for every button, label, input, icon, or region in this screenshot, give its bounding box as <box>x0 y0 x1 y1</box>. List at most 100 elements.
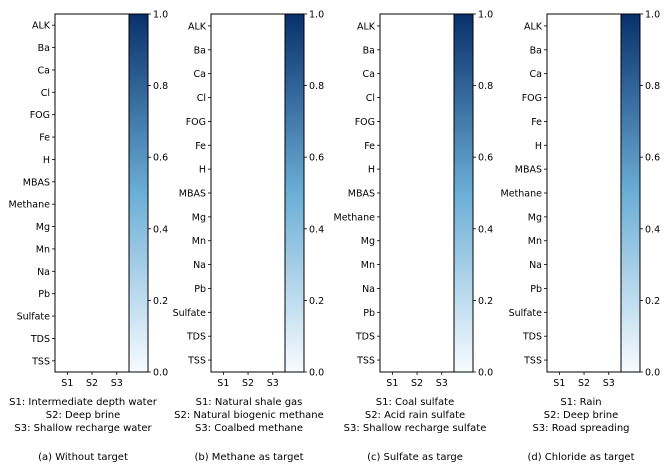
heatmap-d-row-label: ALK <box>524 21 543 32</box>
heatmap-a-row-label: H <box>43 155 50 166</box>
panel-b-legend-s2: S2: Natural biogenic methane <box>174 410 324 421</box>
heatmap-c-col-label: S1 <box>386 378 398 389</box>
heatmap-d-row-label: H <box>535 141 542 152</box>
heatmap-b-row-label: Sulfate <box>173 308 207 319</box>
colorbar-a-tick-label: 0.0 <box>153 368 168 379</box>
heatmap-d-row-label: MBAS <box>515 165 542 176</box>
heatmap-a-row-label: MBAS <box>23 177 50 188</box>
heatmap-d-row-label: Pb <box>530 284 542 295</box>
panel-c-legend: S1: Coal sulfate S2: Acid rain sulfate S… <box>332 396 498 435</box>
heatmap-a-row-label: FOG <box>30 110 50 121</box>
heatmap-a-row-label: Fe <box>39 133 50 144</box>
colorbar-d-tick-label: 0.4 <box>645 224 660 235</box>
heatmap-c-col-label: S3 <box>436 378 448 389</box>
panel-b-legend-s3: S3: Coalbed methane <box>194 423 304 434</box>
heatmap-b-col-label: S3 <box>267 378 279 389</box>
heatmap-a-col-label: S1 <box>61 378 73 389</box>
heatmap-c-row-label: Pb <box>363 308 375 319</box>
panel-d-legend: S1: Rain S2: Deep brine S3: Road spreadi… <box>498 396 664 435</box>
heatmap-d-col-label: S2 <box>578 378 590 389</box>
heatmap-b-row-label: Fe <box>195 141 206 152</box>
heatmap-a-row-label: Ba <box>38 43 50 54</box>
heatmap-d-row-label: Ca <box>530 69 542 80</box>
colorbar-a-tick-label: 0.2 <box>153 296 168 307</box>
heatmap-d-row-label: Mg <box>528 212 542 223</box>
heatmap-a-row-label: Ca <box>38 65 50 76</box>
heatmap-b-row-label: H <box>199 165 206 176</box>
panel-a-legend-s3: S3: Shallow recharge water <box>14 423 152 434</box>
colorbar-c-tick-label: 0.4 <box>478 224 493 235</box>
colorbar-a-tick-label: 1.0 <box>153 10 168 21</box>
heatmap-a-row-label: Pb <box>38 289 50 300</box>
heatmap-c-row-label: Cl <box>366 93 375 104</box>
heatmap-d-row-label: TDS <box>522 332 542 343</box>
heatmap-c-row-label: Mg <box>361 236 375 247</box>
heatmap-a-col-label: S3 <box>111 378 123 389</box>
colorbar-c-tick-label: 0.8 <box>478 81 493 92</box>
heatmap-b-row-label: FOG <box>186 117 206 128</box>
heatmap-d-row-label: TSS <box>523 356 542 367</box>
heatmap-a-row-label: Mn <box>36 244 50 255</box>
heatmap-d-col-label: S1 <box>553 378 565 389</box>
panel-c-legend-s2: S2: Acid rain sulfate <box>364 410 466 421</box>
heatmap-c-row-label: Na <box>362 284 375 295</box>
panel-d-legend-s2: S2: Deep brine <box>543 410 619 421</box>
heatmap-c-frame <box>379 13 455 373</box>
heatmap-c-row-label: MBAS <box>348 189 375 200</box>
heatmap-c-row-label: Fe <box>364 141 375 152</box>
heatmap-a-row-label: Sulfate <box>17 312 51 323</box>
heatmap-c-row-label: FOG <box>355 117 375 128</box>
panel-a-legend: S1: Intermediate depth water S2: Deep br… <box>0 396 166 435</box>
heatmap-b-frame <box>210 13 286 373</box>
heatmap-a-row-label: Cl <box>41 88 50 99</box>
colorbar-b-tick-label: 0.2 <box>309 296 324 307</box>
heatmap-a-row-label: Na <box>37 267 50 278</box>
heatmap-b-row-label: Na <box>193 260 206 271</box>
heatmap-a-frame <box>54 13 130 373</box>
colorbar-d-tick-label: 0.6 <box>645 153 660 164</box>
heatmap-b-row-label: Pb <box>194 284 206 295</box>
colorbar-c-tick-label: 0.2 <box>478 296 493 307</box>
panel-c-legend-s3: S3: Shallow recharge sulfate <box>343 423 487 434</box>
heatmap-d-row-label: Methane <box>501 189 543 200</box>
colorbar-a <box>128 13 149 373</box>
heatmap-c-row-label: Methane <box>334 212 376 223</box>
heatmap-a-row-label: Mg <box>36 222 50 233</box>
colorbar-b-tick-label: 0.6 <box>309 153 324 164</box>
colorbar-b-tick-label: 0.8 <box>309 81 324 92</box>
heatmap-b-col-label: S1 <box>217 378 229 389</box>
heatmap-c-row-label: Ba <box>363 45 375 56</box>
colorbar-a-tick-label: 0.6 <box>153 153 168 164</box>
panel-d-legend-s1: S1: Rain <box>560 397 602 408</box>
colorbar-d-tick-label: 1.0 <box>645 10 660 21</box>
panel-b-title: (b) Methane as target <box>194 452 304 463</box>
heatmap-b-row-label: TSS <box>187 356 206 367</box>
colorbar-c-tick-label: 0.0 <box>478 368 493 379</box>
heatmap-b-row-label: Ba <box>194 45 206 56</box>
heatmap-d-frame <box>546 13 622 373</box>
colorbar-d-tick-label: 0.2 <box>645 296 660 307</box>
colorbar-d <box>620 13 641 373</box>
heatmap-c-row-label: TSS <box>356 356 375 367</box>
heatmap-b-row-label: TDS <box>186 332 206 343</box>
heatmap-c-row-label: Mn <box>361 260 375 271</box>
colorbar-c <box>453 13 474 373</box>
panel-c-legend-s1: S1: Coal sulfate <box>375 397 455 408</box>
heatmap-b-row-label: Cl <box>197 93 206 104</box>
colorbar-b-tick-label: 1.0 <box>309 10 324 21</box>
colorbar-d-tick-label: 0.8 <box>645 81 660 92</box>
panel-a-legend-s2: S2: Deep brine <box>45 410 121 421</box>
heatmap-a-row-label: TDS <box>30 334 50 345</box>
heatmap-d-row-label: Fe <box>531 117 542 128</box>
panel-d-title: (d) Chloride as target <box>527 452 635 463</box>
colorbar-d-tick-label: 0.0 <box>645 368 660 379</box>
colorbar-b-tick-label: 0.0 <box>309 368 324 379</box>
panel-a-legend-s1: S1: Intermediate depth water <box>9 397 157 408</box>
heatmap-c-row-label: ALK <box>357 21 376 32</box>
colorbar-a-tick-label: 0.4 <box>153 224 168 235</box>
heatmap-d-row-label: Na <box>529 260 542 271</box>
heatmap-d-row-label: Ba <box>530 45 542 56</box>
colorbar-a-tick-label: 0.8 <box>153 81 168 92</box>
heatmap-d-row-label: Mn <box>528 236 542 247</box>
panel-d-legend-s3: S3: Road spreading <box>532 423 630 434</box>
